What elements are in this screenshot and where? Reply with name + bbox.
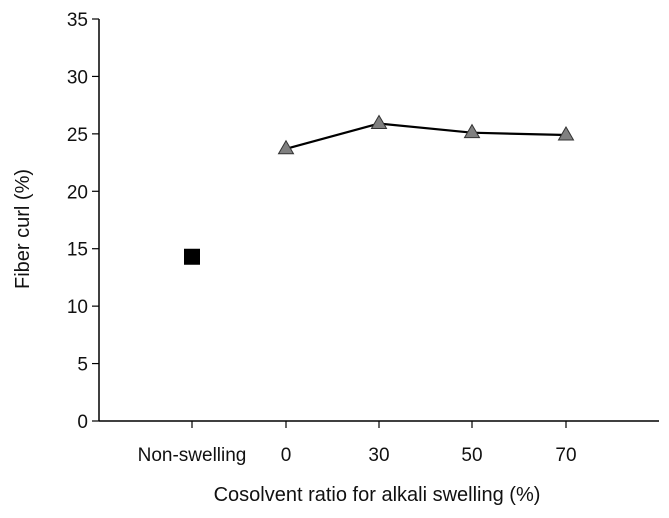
y-tick-label: 20 xyxy=(67,182,88,203)
axes xyxy=(98,19,659,422)
y-ticks: 0 5 10 15 20 25 30 35 xyxy=(67,10,99,433)
x-tick-label: 0 xyxy=(281,445,292,466)
data-point-square xyxy=(184,248,200,265)
series xyxy=(184,114,575,265)
x-axis-title: Cosolvent ratio for alkali swelling (%) xyxy=(214,484,541,506)
y-tick-label: 15 xyxy=(67,240,88,261)
data-point-triangle xyxy=(557,125,575,141)
y-axis-title: Fiber curl (%) xyxy=(12,169,34,289)
x-tick-label: 30 xyxy=(368,445,389,466)
y-tick-label: 5 xyxy=(77,355,88,376)
series-line xyxy=(285,122,567,150)
series-non-swelling xyxy=(184,248,200,265)
data-point-triangle xyxy=(370,114,388,129)
y-tick-label: 0 xyxy=(77,412,88,433)
series-cosolvent-ratio xyxy=(277,114,575,155)
y-tick-label: 30 xyxy=(67,67,88,88)
x-tick-label: 50 xyxy=(461,445,482,466)
x-ticks: Non-swelling 0 30 50 70 xyxy=(138,421,577,466)
y-tick-label: 10 xyxy=(67,297,88,318)
x-tick-label: Non-swelling xyxy=(138,445,247,466)
data-point-triangle xyxy=(277,139,295,155)
y-tick-label: 25 xyxy=(67,125,88,146)
x-tick-label: 70 xyxy=(555,445,576,466)
y-tick-label: 35 xyxy=(67,10,88,31)
data-point-triangle xyxy=(463,123,481,139)
